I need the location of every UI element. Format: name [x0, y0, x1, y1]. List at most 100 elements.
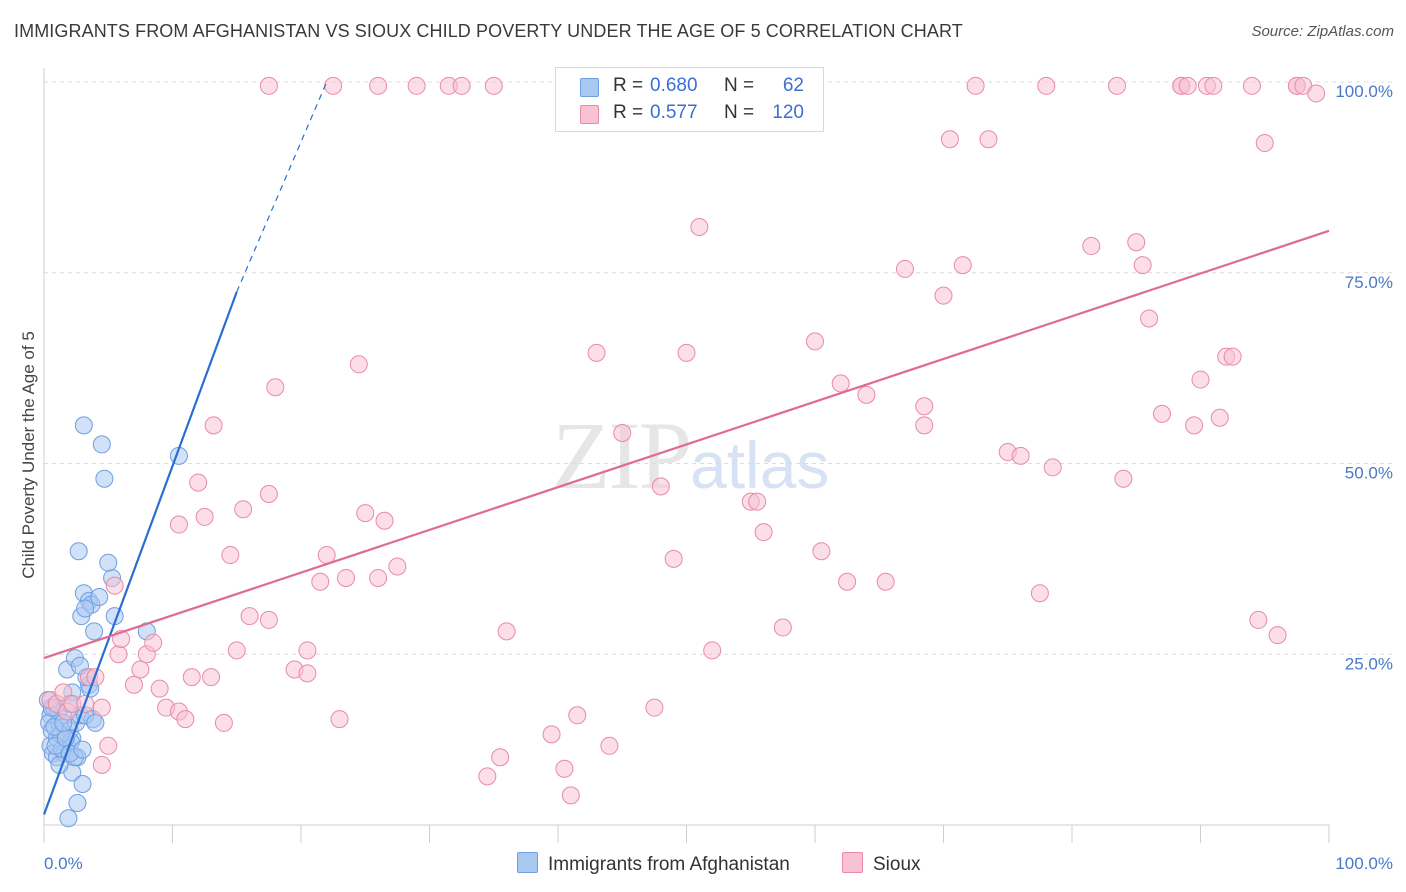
y-tick-label: 25.0%	[1345, 654, 1393, 673]
data-point	[831, 374, 850, 393]
axes	[43, 68, 1330, 843]
data-point	[1307, 84, 1326, 103]
data-point	[74, 416, 93, 435]
data-point	[76, 599, 95, 618]
data-point	[99, 736, 118, 755]
data-point	[1191, 370, 1210, 389]
data-point	[124, 675, 143, 694]
data-point	[311, 572, 330, 591]
data-point	[876, 572, 895, 591]
data-point	[542, 725, 561, 744]
data-point	[266, 378, 285, 397]
legend-swatch-sioux	[580, 105, 599, 124]
data-point	[934, 286, 953, 305]
data-point	[568, 706, 587, 725]
data-point	[144, 633, 163, 652]
data-point	[966, 76, 985, 95]
data-point	[234, 500, 253, 519]
data-point	[1185, 416, 1204, 435]
data-point	[895, 259, 914, 278]
data-point	[86, 713, 105, 732]
data-point	[915, 397, 934, 416]
data-point	[940, 130, 959, 149]
data-point	[169, 515, 188, 534]
y-tick-label: 100.0%	[1335, 82, 1393, 101]
legend-n-label: N =	[724, 102, 755, 123]
data-point	[90, 588, 109, 607]
data-point	[85, 622, 104, 641]
data-point	[677, 343, 696, 362]
data-point	[1037, 76, 1056, 95]
data-point	[388, 557, 407, 576]
x-tick-label: 100.0%	[1335, 854, 1393, 873]
data-point	[1223, 347, 1242, 366]
data-point	[1210, 408, 1229, 427]
data-point	[240, 607, 259, 626]
data-point	[68, 794, 87, 813]
data-point	[330, 710, 349, 729]
data-point	[1255, 134, 1274, 153]
bottom-legend-swatch-afghanistan	[517, 852, 538, 873]
data-point	[407, 76, 426, 95]
data-point	[773, 618, 792, 637]
data-point	[1140, 309, 1159, 328]
data-point	[1011, 446, 1030, 465]
legend-r-value: 0.577	[650, 102, 698, 123]
data-point	[1114, 469, 1133, 488]
tick-labels: 25.0% 50.0% 75.0% 100.0% 0.0% 100.0%	[44, 82, 1393, 873]
data-point	[484, 76, 503, 95]
data-point	[1082, 237, 1101, 256]
data-point	[838, 572, 857, 591]
data-point	[1030, 584, 1049, 603]
data-point	[587, 343, 606, 362]
data-point	[59, 809, 78, 828]
legend-r-label: R =	[613, 75, 644, 96]
data-point	[336, 568, 355, 587]
data-point	[1249, 610, 1268, 629]
x-tick-label: 0.0%	[44, 854, 83, 873]
legend: R = 0.680 N = 62 R = 0.577 N = 120	[555, 67, 824, 132]
watermark-zip: ZIP	[552, 402, 692, 509]
data-point	[491, 748, 510, 767]
data-point	[176, 710, 195, 729]
watermark: ZIPatlas	[552, 400, 829, 511]
data-point	[92, 755, 111, 774]
data-point	[1133, 256, 1152, 275]
legend-swatch-afghanistan	[580, 78, 599, 97]
data-point	[227, 641, 246, 660]
data-point	[748, 492, 767, 511]
data-point	[105, 576, 124, 595]
data-point	[182, 668, 201, 687]
data-point	[561, 786, 580, 805]
trend-line-extension	[236, 81, 328, 293]
legend-n-value: 62	[782, 75, 804, 96]
bottom-legend-sioux: Sioux	[842, 852, 921, 876]
y-tick-label: 75.0%	[1345, 273, 1393, 292]
data-point	[613, 423, 632, 442]
data-point	[375, 511, 394, 530]
trend-line-sioux	[43, 229, 1330, 660]
data-point	[497, 622, 516, 641]
data-point	[812, 542, 831, 561]
data-point	[99, 553, 118, 572]
data-point	[645, 698, 664, 717]
data-point	[324, 76, 343, 95]
data-point	[478, 767, 497, 786]
data-point	[73, 774, 92, 793]
data-point	[92, 698, 111, 717]
data-point	[369, 76, 388, 95]
bottom-legend-swatch-sioux	[842, 852, 863, 873]
data-point	[953, 256, 972, 275]
data-point	[356, 504, 375, 523]
data-point	[69, 542, 88, 561]
data-point	[131, 660, 150, 679]
bottom-legend-label: Sioux	[873, 854, 921, 875]
data-point	[189, 473, 208, 492]
legend-n-label: N =	[724, 75, 755, 96]
data-point	[806, 332, 824, 351]
data-point	[1178, 76, 1197, 95]
data-point	[221, 546, 240, 565]
bottom-legend-label: Immigrants from Afghanistan	[548, 854, 790, 875]
legend-r-label: R =	[613, 102, 644, 123]
